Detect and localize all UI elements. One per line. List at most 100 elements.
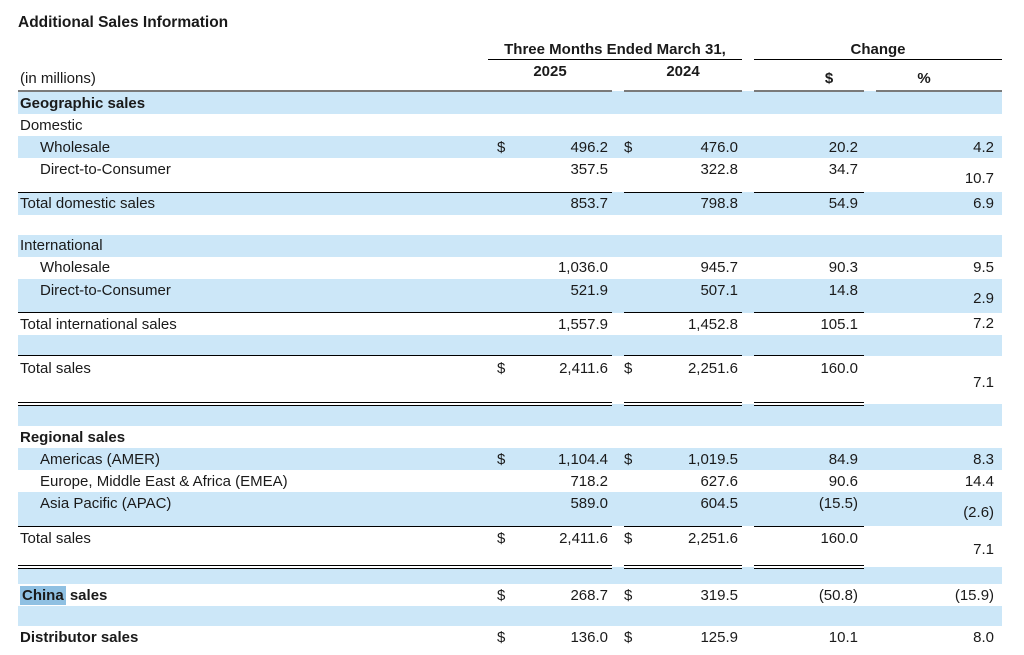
cell-2025-dollar bbox=[488, 91, 514, 114]
row-label: Wholesale bbox=[40, 259, 111, 276]
column-spacer bbox=[612, 257, 624, 279]
cell-2024-dollar: $ bbox=[624, 586, 633, 604]
column-spacer bbox=[612, 626, 624, 648]
cell-2025-dollar bbox=[488, 567, 514, 584]
cell-change-dollar: 90.6 bbox=[828, 472, 858, 490]
row-label: Wholesale bbox=[40, 138, 111, 156]
column-spacer bbox=[742, 91, 754, 114]
spacer-row bbox=[18, 567, 1003, 584]
cell-change-percent: (15.9) bbox=[954, 586, 995, 604]
in-millions-label: (in millions) bbox=[18, 59, 488, 92]
column-spacer bbox=[612, 279, 624, 313]
column-spacer bbox=[612, 404, 624, 426]
header-row-columns: (in millions) 2025 2024 $ % bbox=[18, 59, 1003, 92]
cell-2024-dollar bbox=[624, 404, 650, 426]
column-spacer bbox=[612, 158, 624, 192]
cell-change-dollar bbox=[754, 235, 864, 257]
row-label: Americas (AMER) bbox=[40, 450, 161, 468]
cell-2024-value: 125.9 bbox=[700, 628, 738, 646]
cell-2024-value: 322.8 bbox=[650, 158, 742, 193]
cell-change-percent: 2.9 bbox=[973, 290, 995, 307]
row-label: China sales bbox=[20, 585, 108, 605]
change-percent-header: % bbox=[876, 59, 1003, 92]
cell-2025-value bbox=[514, 606, 612, 626]
cell-change-dollar: 10.1 bbox=[828, 628, 858, 646]
column-spacer bbox=[742, 192, 754, 215]
cell-change-percent bbox=[876, 215, 1002, 235]
header-empty-cell bbox=[18, 36, 488, 60]
cell-change-dollar bbox=[754, 215, 864, 235]
cell-change-dollar bbox=[754, 426, 864, 448]
column-spacer bbox=[742, 448, 754, 470]
column-spacer bbox=[864, 192, 876, 215]
column-spacer bbox=[742, 606, 754, 626]
column-spacer bbox=[612, 91, 624, 114]
cell-change-dollar: 160.0 bbox=[754, 355, 864, 406]
cell-2025-value bbox=[514, 215, 612, 235]
cell-change-dollar: (50.8) bbox=[818, 586, 858, 604]
year-2025-header: 2025 bbox=[488, 59, 612, 92]
cell-2025-dollar: $ bbox=[488, 526, 514, 569]
cell-2025-dollar bbox=[488, 215, 514, 235]
cell-2025-value bbox=[514, 91, 612, 114]
column-spacer bbox=[612, 606, 624, 626]
cell-2024-dollar: $ bbox=[624, 138, 633, 156]
cell-2025-value bbox=[514, 235, 612, 257]
cell-change-percent bbox=[876, 567, 1002, 584]
cell-2024-value: 507.1 bbox=[650, 278, 742, 313]
column-spacer bbox=[742, 215, 754, 235]
column-spacer bbox=[864, 257, 876, 279]
column-spacer bbox=[864, 426, 876, 448]
table-row: Wholesale 1,036.0 945.7 90.3 9.5 bbox=[18, 256, 1003, 279]
table-row: Americas (AMER) $1,104.4 $1,019.5 84.9 8.3 bbox=[18, 448, 1003, 470]
sales-table: Three Months Ended March 31, Change (in … bbox=[18, 36, 1003, 648]
cell-change-dollar: 105.1 bbox=[820, 315, 858, 333]
cell-2025-value bbox=[514, 404, 612, 426]
cell-change-dollar bbox=[754, 567, 864, 584]
cell-2025-dollar bbox=[488, 606, 514, 626]
column-spacer bbox=[742, 335, 754, 356]
table-row: International bbox=[18, 234, 1003, 257]
cell-change-percent: 10.7 bbox=[964, 169, 995, 187]
column-spacer bbox=[612, 215, 624, 235]
cell-2024-dollar bbox=[624, 91, 650, 114]
change-dollar-header: $ bbox=[754, 59, 864, 92]
spacer-row bbox=[18, 214, 1003, 235]
cell-change-percent: 7.1 bbox=[973, 541, 995, 558]
cell-2024-dollar bbox=[624, 257, 650, 279]
cell-2024-dollar: $ bbox=[624, 355, 650, 406]
cell-change-dollar: 20.2 bbox=[828, 138, 858, 156]
cell-change-percent: 8.0 bbox=[973, 628, 995, 646]
column-spacer bbox=[864, 215, 876, 235]
cell-change-dollar: 54.9 bbox=[828, 195, 858, 212]
cell-2025-value: 853.7 bbox=[570, 195, 608, 212]
column-spacer bbox=[742, 404, 754, 426]
cell-2024-value bbox=[650, 114, 742, 136]
cell-change-dollar: 34.7 bbox=[754, 158, 864, 193]
column-spacer bbox=[864, 567, 876, 584]
row-label: Asia Pacific (APAC) bbox=[18, 492, 488, 527]
cell-2025-value: 1,036.0 bbox=[557, 259, 608, 276]
cell-change-percent: 8.3 bbox=[973, 450, 995, 468]
column-spacer bbox=[864, 60, 876, 92]
cell-change-percent: 7.1 bbox=[973, 374, 995, 392]
table-row: Direct-to-Consumer 521.9 507.1 14.8 2.9 bbox=[18, 278, 1003, 313]
table-row: Total sales $2,411.6 $2,251.6 160.0 7.1 bbox=[18, 355, 1003, 406]
page-title: Additional Sales Information bbox=[18, 14, 229, 31]
cell-2024-value: 604.5 bbox=[650, 492, 742, 527]
cell-change-percent: 6.9 bbox=[973, 194, 995, 212]
row-label: Domestic bbox=[20, 116, 83, 134]
column-spacer bbox=[612, 426, 624, 448]
column-spacer bbox=[742, 136, 754, 158]
cell-2024-value: 798.8 bbox=[700, 195, 738, 212]
cell-change-percent bbox=[876, 235, 1002, 257]
cell-2024-value: 945.7 bbox=[700, 259, 738, 276]
cell-change-percent: 14.4 bbox=[964, 472, 995, 490]
column-spacer bbox=[742, 492, 754, 526]
cell-2024-dollar bbox=[624, 470, 650, 492]
cell-2025-dollar bbox=[488, 278, 514, 313]
cell-2025-value: 357.5 bbox=[514, 158, 612, 193]
cell-2025-dollar bbox=[488, 235, 514, 257]
column-spacer bbox=[612, 335, 624, 356]
cell-2024-dollar bbox=[624, 278, 650, 313]
